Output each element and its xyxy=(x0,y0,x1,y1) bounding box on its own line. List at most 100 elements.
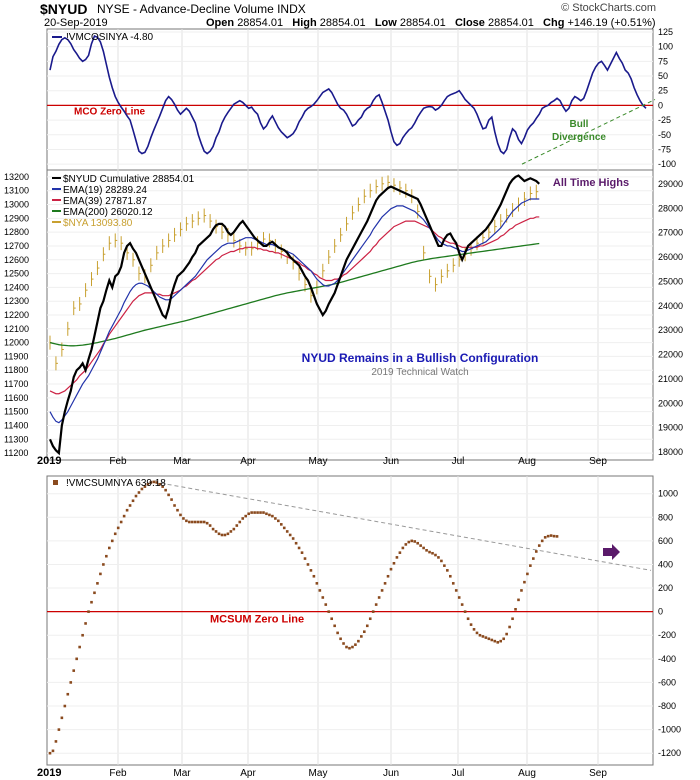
mcsum-tick-label: 1000 xyxy=(658,489,678,499)
mcsum-dot xyxy=(392,561,396,565)
mcsum-dot xyxy=(279,523,283,526)
x-axis-month-label: Mar xyxy=(173,768,191,779)
mcsum-dot xyxy=(274,517,277,520)
mcsum-legend-swatch xyxy=(53,480,58,485)
mcsum-dot xyxy=(463,610,467,613)
mco-tick-label: -75 xyxy=(658,144,671,154)
mcsum-dot xyxy=(407,540,411,544)
mcsum-dot xyxy=(96,582,99,585)
cum-legend-label: $NYUD Cumulative 28854.01 xyxy=(63,174,195,185)
mco-tick-label: 0 xyxy=(658,100,663,110)
mcsum-dot xyxy=(128,504,132,507)
x-axis-month-label: Apr xyxy=(240,456,256,467)
cumulative-line xyxy=(48,174,541,456)
mcsum-dot xyxy=(122,514,126,518)
cum-legend-label: EMA(200) 26020.12 xyxy=(63,207,153,218)
mcosi-legend-label: !VMCOSINYA -4.80 xyxy=(66,32,154,43)
mcsum-dot xyxy=(235,524,239,527)
mcsum-dot xyxy=(511,617,514,621)
mcsum-dot xyxy=(99,572,102,576)
x-axis-year-label: 2019 xyxy=(37,767,61,779)
mcsum-dot xyxy=(48,751,52,755)
mcsum-dot xyxy=(549,534,553,537)
mcsum-dot xyxy=(131,499,135,503)
mcsum-dot xyxy=(149,481,153,484)
mco-tick-label: 100 xyxy=(658,42,673,52)
mcsum-tick-label: 800 xyxy=(658,512,673,522)
mcsum-dot xyxy=(205,521,209,525)
x-axis-month-label: Aug xyxy=(518,768,536,779)
x-axis-month-label: Jul xyxy=(452,768,465,779)
mcsum-dot xyxy=(72,669,76,672)
mcsum-dot xyxy=(294,541,298,545)
mcsum-dot xyxy=(345,645,348,649)
mcsum-dot xyxy=(333,624,336,628)
x-axis-month-label: Feb xyxy=(109,768,127,779)
arrow-icon xyxy=(603,544,620,560)
mco-tick-label: 75 xyxy=(658,56,668,66)
mcsum-dot xyxy=(321,596,325,599)
x-axis-month-label: May xyxy=(309,456,328,467)
mco-tick-label: 50 xyxy=(658,71,668,81)
x-axis-month-label: May xyxy=(309,768,328,779)
mcsum-dot xyxy=(552,534,556,538)
cum-right-tick-label: 24000 xyxy=(658,301,683,311)
quote-date: 20-Sep-2019 xyxy=(44,17,108,29)
mcsum-dot xyxy=(170,498,173,501)
mcsum-dot xyxy=(336,631,339,635)
mcsum-tick-label: 600 xyxy=(658,536,673,546)
mcsum-dot xyxy=(191,520,194,524)
mcsum-dot xyxy=(303,557,307,560)
mcsum-dot xyxy=(288,533,292,537)
mcsum-dot xyxy=(315,582,319,585)
mcsum-tick-label: 200 xyxy=(658,583,673,593)
cum-left-tick-label: 12800 xyxy=(4,227,29,237)
mcsum-dot xyxy=(529,564,532,567)
mcsum-tick-label: -600 xyxy=(658,677,676,687)
mcsum-dot xyxy=(481,635,485,638)
cum-right-tick-label: 28000 xyxy=(658,203,683,213)
mcsum-tick-label: 0 xyxy=(658,607,663,617)
mcsum-dot xyxy=(431,551,434,555)
x-axis-month-label: Jul xyxy=(452,456,465,467)
mcsum-dot xyxy=(339,637,342,641)
mcsum-dot xyxy=(300,551,304,554)
cum-left-tick-label: 12900 xyxy=(4,213,29,223)
mcsum-dot xyxy=(460,603,464,606)
mcsum-dot xyxy=(140,487,144,491)
mcsum-dot xyxy=(398,551,402,554)
x-axis-month-label: Mar xyxy=(173,456,191,467)
mcsum-tick-label: -1200 xyxy=(658,748,681,758)
cum-right-tick-label: 18000 xyxy=(658,447,683,457)
cum-left-tick-label: 12500 xyxy=(4,269,29,279)
mcsum-dot xyxy=(81,633,84,637)
mcsum-dot xyxy=(282,526,286,530)
mcsum-dot xyxy=(532,557,535,560)
mcsum-dot xyxy=(188,520,191,524)
mcsum-dot xyxy=(158,482,162,486)
mcsum-dot xyxy=(380,589,384,592)
mcsum-dot xyxy=(66,692,70,696)
mcsum-dot xyxy=(268,513,271,517)
mcsum-dot xyxy=(247,512,250,516)
mcsum-dot xyxy=(454,589,458,592)
cum-legend-label: EMA(19) 28289.24 xyxy=(63,185,147,196)
mcsum-dot xyxy=(401,546,405,550)
cum-legend-label: $NYA 13093.80 xyxy=(63,218,133,229)
cum-left-tick-label: 11400 xyxy=(4,420,28,430)
mcsum-dot xyxy=(134,494,138,498)
mcsum-dot xyxy=(309,569,313,572)
mcsum-dot xyxy=(342,642,345,645)
cum-left-tick-label: 11500 xyxy=(4,407,28,417)
mcsum-dot xyxy=(523,580,526,584)
bullish-configuration-annotation: NYUD Remains in a Bullish Configuration xyxy=(302,351,539,365)
cum-right-tick-label: 26000 xyxy=(658,252,683,262)
mcsum-dot xyxy=(502,637,505,641)
cum-left-tick-label: 11300 xyxy=(4,434,28,444)
cum-left-tick-label: 13200 xyxy=(4,172,29,182)
mcsum-dot xyxy=(505,632,508,636)
cum-right-tick-label: 22000 xyxy=(658,350,683,360)
mcsum-dot xyxy=(256,511,259,514)
mcsum-dot xyxy=(493,639,497,643)
